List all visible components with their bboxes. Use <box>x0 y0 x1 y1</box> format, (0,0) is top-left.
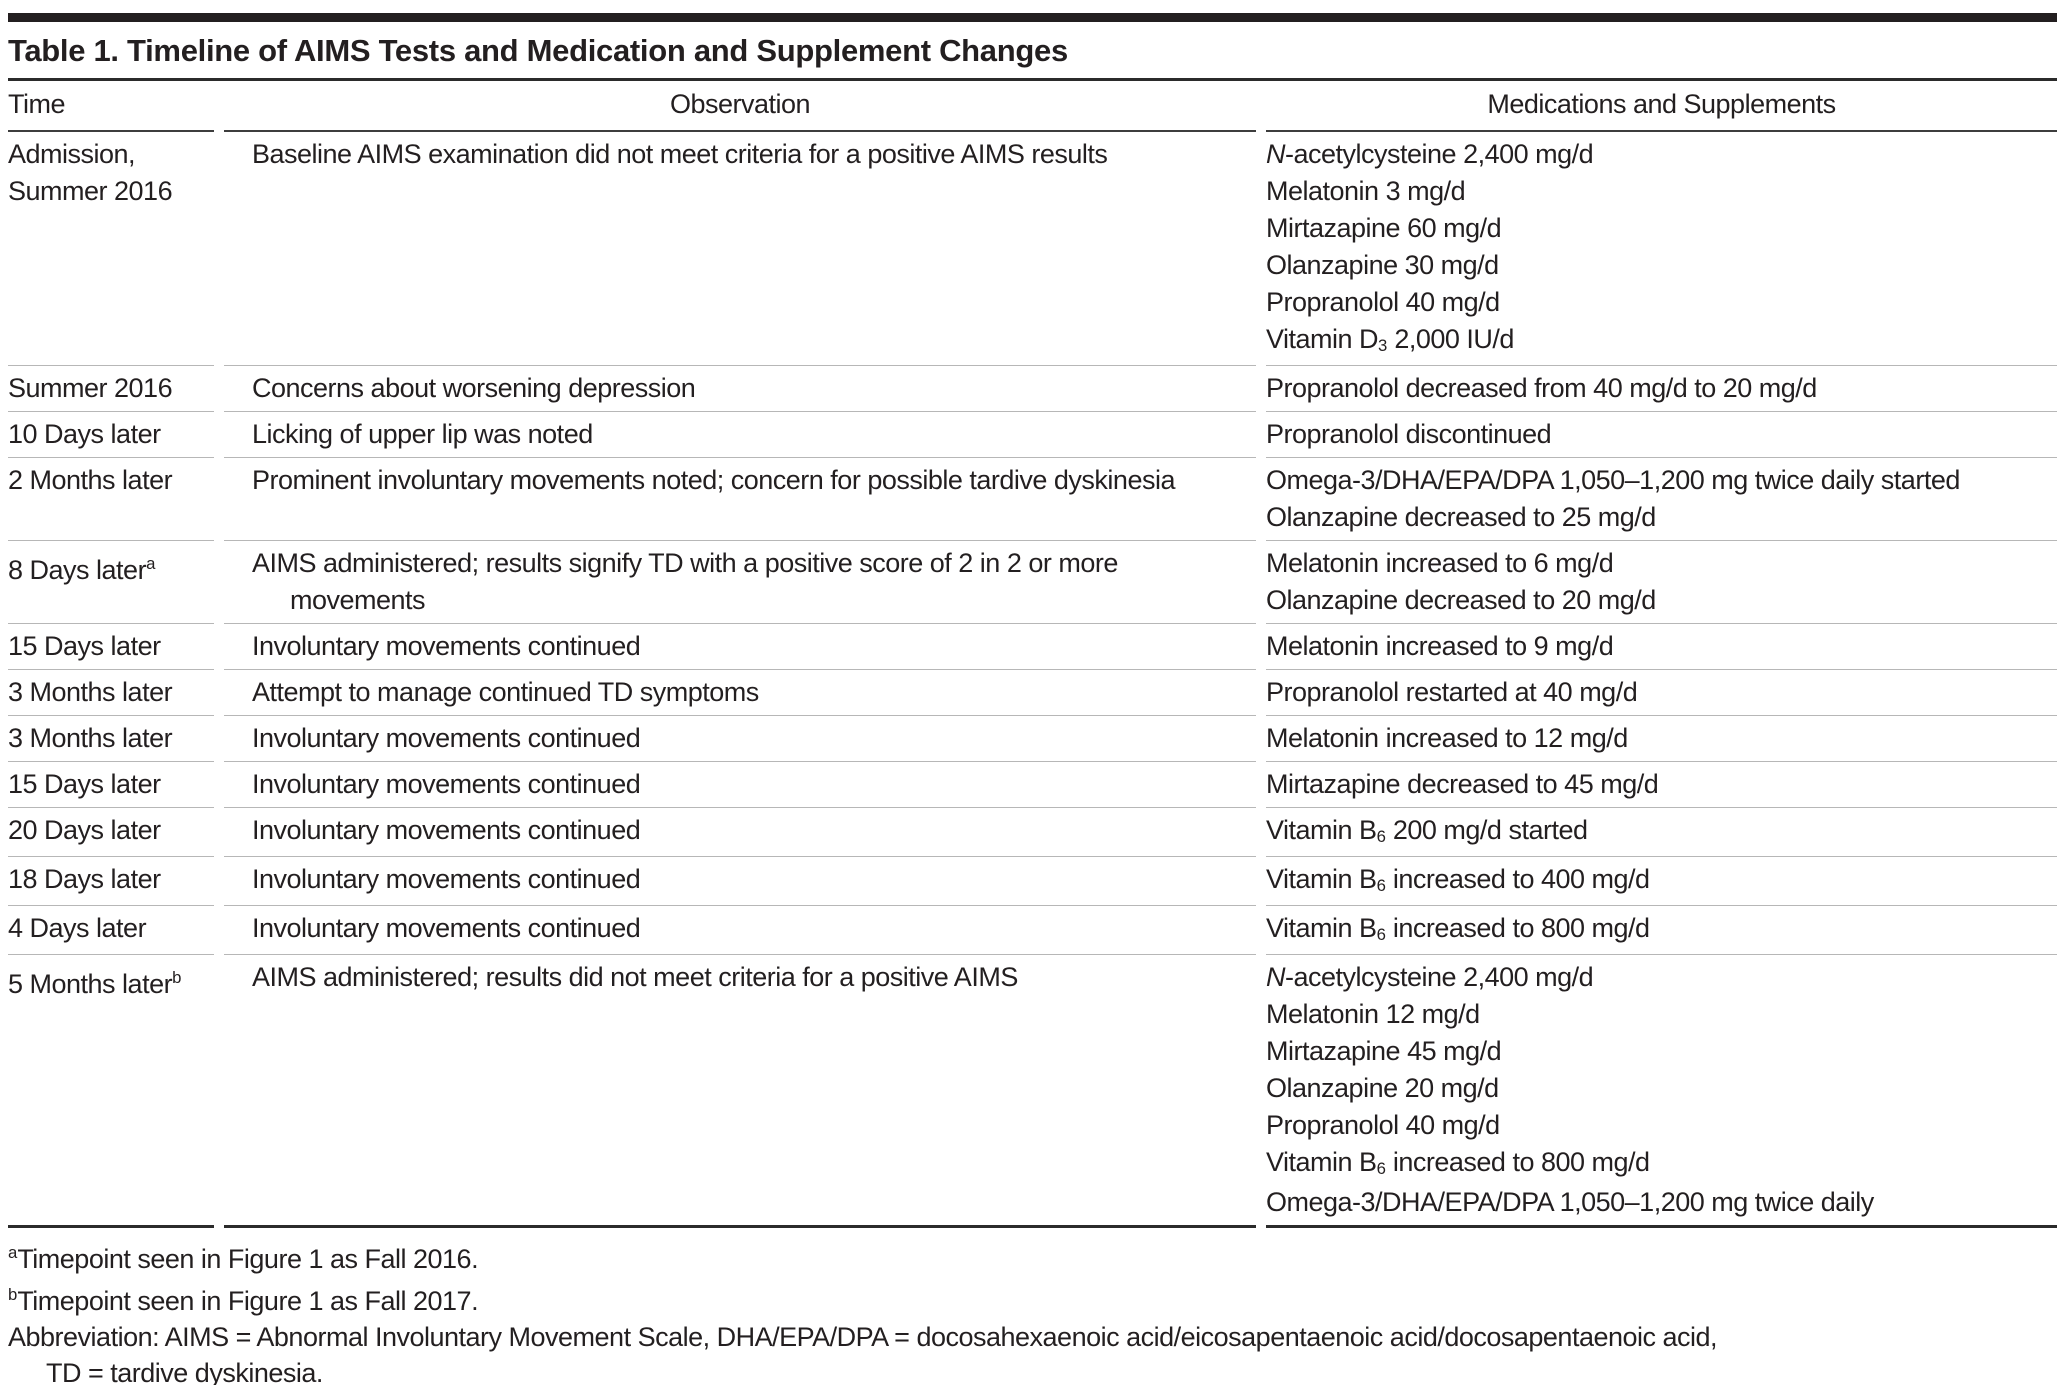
timeline-table: Time Observation Medications and Supplem… <box>0 81 2065 1228</box>
observation-cell: Involuntary movements continued <box>224 905 1256 954</box>
medication-line: Omega-3/DHA/EPA/DPA 1,050–1,200 mg twice… <box>1266 465 1960 495</box>
medications-cell: Mirtazapine decreased to 45 mg/d <box>1266 761 2057 807</box>
footnote-b: bTimepoint seen in Figure 1 as Fall 2017… <box>8 1285 479 1316</box>
table-title: Table 1. Timeline of AIMS Tests and Medi… <box>8 33 1068 68</box>
medications-cell: Omega-3/DHA/EPA/DPA 1,050–1,200 mg twice… <box>1266 457 2057 540</box>
observation-cell: Concerns about worsening depression <box>224 365 1256 411</box>
medication-line: Vitamin B6 200 mg/d started <box>1266 815 1588 846</box>
table-row: 15 Days later Involuntary movements cont… <box>8 761 2057 807</box>
medication-line: Olanzapine 20 mg/d <box>1266 1073 1499 1103</box>
time-cell: 15 Days later <box>8 761 214 807</box>
medication-line: Omega-3/DHA/EPA/DPA 1,050–1,200 mg twice… <box>1266 1187 1874 1217</box>
observation-cell: Prominent involuntary movements noted; c… <box>224 457 1256 540</box>
time-cell: 2 Months later <box>8 457 214 540</box>
medication-line: Melatonin 12 mg/d <box>1266 999 1480 1029</box>
observation-cell: Baseline AIMS examination did not meet c… <box>252 139 1108 169</box>
time-cell: Summer 2016 <box>8 365 214 411</box>
observation-cell: AIMS administered; results did not meet … <box>224 954 1256 1228</box>
medications-cell: Melatonin increased to 9 mg/d <box>1266 623 2057 669</box>
medication-line: Olanzapine decreased to 25 mg/d <box>1266 502 1656 532</box>
table-row: 4 Days later Involuntary movements conti… <box>8 905 2057 954</box>
medication-line: Olanzapine decreased to 20 mg/d <box>1266 585 1656 615</box>
time-cell: 18 Days later <box>8 856 214 905</box>
table-row: 8 Days latera AIMS administered; results… <box>8 540 2057 623</box>
table-row: 15 Days later Involuntary movements cont… <box>8 623 2057 669</box>
medication-line: Melatonin increased to 12 mg/d <box>1266 723 1628 753</box>
medication-line: N-acetylcysteine 2,400 mg/d <box>1266 962 1594 992</box>
observation-cell: AIMS administered; results signify TD wi… <box>224 540 1256 623</box>
column-header-observation: Observation <box>224 81 1256 132</box>
medication-line: Propranolol decreased from 40 mg/d to 20… <box>1266 373 1817 403</box>
table-row: 2 Months later Prominent involuntary mov… <box>8 457 2057 540</box>
medications-cell: Melatonin increased to 6 mg/d Olanzapine … <box>1266 540 2057 623</box>
medications-cell: Vitamin B6 increased to 400 mg/d <box>1266 856 2057 905</box>
medication-line: Olanzapine 30 mg/d <box>1266 250 1499 280</box>
observation-cell: Involuntary movements continued <box>224 623 1256 669</box>
top-heavy-rule <box>8 13 2057 22</box>
medications-cell: N-acetylcysteine 2,400 mg/d Melatonin 12 … <box>1266 954 2057 1228</box>
time-cell: 8 Days latera <box>8 540 214 623</box>
table-row: 18 Days later Involuntary movements cont… <box>8 856 2057 905</box>
table-row: 3 Months later Involuntary movements con… <box>8 715 2057 761</box>
medications-cell: Melatonin increased to 12 mg/d <box>1266 715 2057 761</box>
medication-line: Vitamin D3 2,000 IU/d <box>1266 324 1514 355</box>
table-row: 20 Days later Involuntary movements cont… <box>8 807 2057 856</box>
observation-cell: Licking of upper lip was noted <box>224 411 1256 457</box>
medication-line: Melatonin increased to 9 mg/d <box>1266 631 1614 661</box>
time-cell: 3 Months later <box>8 715 214 761</box>
medications-cell: Vitamin B6 increased to 800 mg/d <box>1266 905 2057 954</box>
table-row: 5 Months laterb AIMS administered; resul… <box>8 954 2057 1228</box>
observation-cell: Involuntary movements continued <box>224 807 1256 856</box>
footnote-abbreviations-line2: TD = tardive dyskinesia. <box>46 1358 323 1385</box>
time-cell: 15 Days later <box>8 623 214 669</box>
medication-line: Vitamin B6 increased to 800 mg/d <box>1266 913 1650 944</box>
medications-cell: Propranolol restarted at 40 mg/d <box>1266 669 2057 715</box>
table-row: 10 Days later Licking of upper lip was n… <box>8 411 2057 457</box>
medication-line: Propranolol restarted at 40 mg/d <box>1266 677 1638 707</box>
table-row: 3 Months later Attempt to manage continu… <box>8 669 2057 715</box>
medications-cell: N-acetylcysteine 2,400 mg/d Melatonin 3 m… <box>1266 132 2057 365</box>
medication-line: Propranolol discontinued <box>1266 419 1552 449</box>
time-cell: 4 Days later <box>8 905 214 954</box>
time-cell: 10 Days later <box>8 411 214 457</box>
observation-cell: Involuntary movements continued <box>224 761 1256 807</box>
medication-line: Mirtazapine 45 mg/d <box>1266 1036 1502 1066</box>
medication-line: Propranolol 40 mg/d <box>1266 287 1500 317</box>
medication-line: Propranolol 40 mg/d <box>1266 1110 1500 1140</box>
medication-line: Melatonin increased to 6 mg/d <box>1266 548 1614 578</box>
medications-cell: Vitamin B6 200 mg/d started <box>1266 807 2057 856</box>
observation-cell: Attempt to manage continued TD symptoms <box>224 669 1256 715</box>
table-row: Summer 2016 Concerns about worsening dep… <box>8 365 2057 411</box>
observation-cell: Involuntary movements continued <box>224 715 1256 761</box>
footnote-a: aTimepoint seen in Figure 1 as Fall 2016… <box>8 1243 479 1274</box>
medication-line: N-acetylcysteine 2,400 mg/d <box>1266 139 1594 169</box>
time-cell: 3 Months later <box>8 669 214 715</box>
title-rule <box>8 78 2057 81</box>
time-cell: Admission, Summer 2016 <box>8 139 173 206</box>
time-cell: 20 Days later <box>8 807 214 856</box>
column-header-time: Time <box>8 81 214 132</box>
medication-line: Melatonin 3 mg/d <box>1266 176 1466 206</box>
footnotes-block: aTimepoint seen in Figure 1 as Fall 2016… <box>8 1235 2057 1385</box>
medications-cell: Propranolol decreased from 40 mg/d to 20… <box>1266 365 2057 411</box>
medication-line: Mirtazapine 60 mg/d <box>1266 213 1502 243</box>
table-row: Admission, Summer 2016 Baseline AIMS exa… <box>8 132 2057 365</box>
observation-cell: Involuntary movements continued <box>224 856 1256 905</box>
header-row: Time Observation Medications and Supplem… <box>8 81 2057 132</box>
footnote-abbreviations-line1: Abbreviation: AIMS = Abnormal Involuntar… <box>8 1322 1718 1352</box>
column-header-medications: Medications and Supplements <box>1266 81 2057 132</box>
medication-line: Mirtazapine decreased to 45 mg/d <box>1266 769 1659 799</box>
medication-line: Vitamin B6 increased to 800 mg/d <box>1266 1147 1650 1178</box>
time-cell: 5 Months laterb <box>8 954 214 1228</box>
medications-cell: Propranolol discontinued <box>1266 411 2057 457</box>
medication-line: Vitamin B6 increased to 400 mg/d <box>1266 864 1650 895</box>
